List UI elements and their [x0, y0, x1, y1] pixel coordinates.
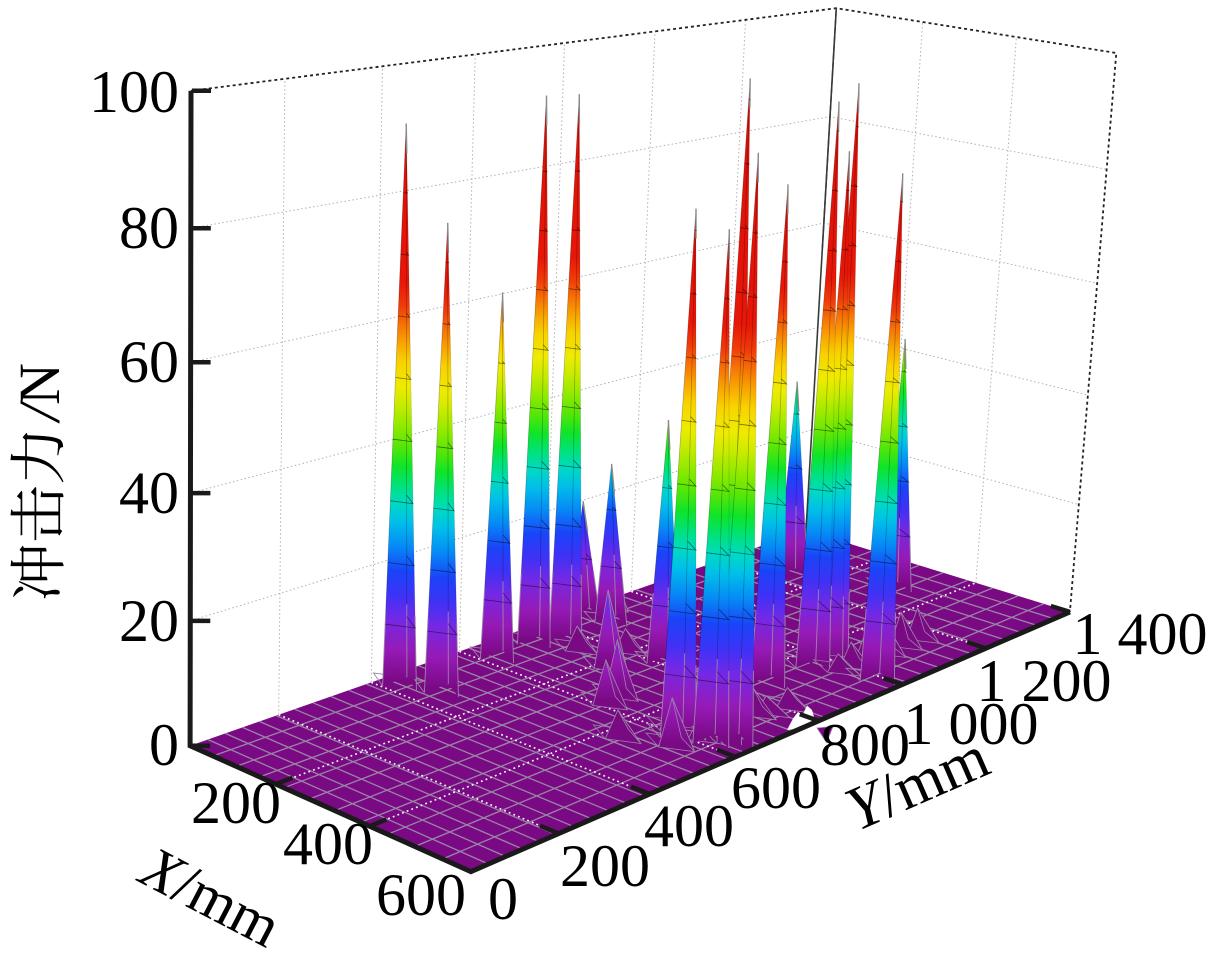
svg-text:0: 0 [488, 866, 518, 932]
svg-text:800: 800 [820, 712, 910, 778]
svg-text:60: 60 [119, 329, 179, 395]
svg-text:400: 400 [283, 811, 373, 877]
svg-text:200: 200 [191, 770, 281, 836]
svg-text:20: 20 [119, 588, 179, 654]
svg-text:600: 600 [731, 755, 821, 821]
svg-text:400: 400 [644, 793, 734, 859]
svg-text:200: 200 [560, 833, 650, 899]
svg-text:600: 600 [376, 862, 466, 928]
svg-text:1 400: 1 400 [1073, 601, 1208, 667]
svg-text:100: 100 [89, 59, 179, 125]
svg-text:1 000: 1 000 [904, 691, 1039, 757]
svg-text:80: 80 [119, 195, 179, 261]
svg-text:1 200: 1 200 [977, 648, 1112, 714]
svg-text:0: 0 [149, 712, 179, 778]
svg-text:40: 40 [119, 460, 179, 526]
svg-text:/N: /N [7, 363, 72, 424]
